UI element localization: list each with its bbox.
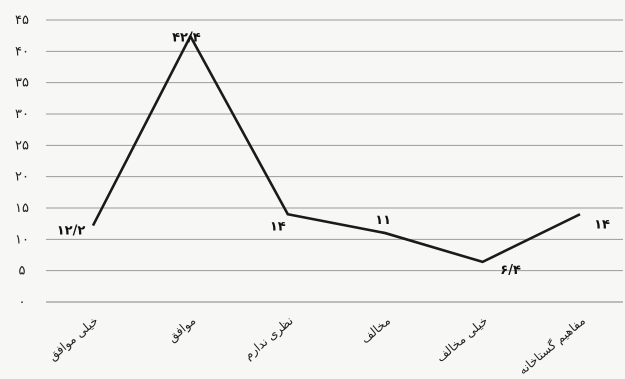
y-tick-label: ۱۵	[15, 201, 29, 216]
y-axis-ticks: ۰ ۵ ۱۰ ۱۵ ۲۰ ۲۵ ۳۰ ۳۵ ۴۰ ۴۵	[15, 13, 29, 310]
x-category-label: نظری ندارم	[241, 314, 296, 364]
x-category-label: موافق	[165, 314, 199, 346]
y-tick-label: ۰	[19, 295, 26, 310]
grid	[46, 19, 623, 303]
x-category-label: مفاهیم گستاخانه	[516, 314, 588, 378]
data-label: ۱۴	[270, 219, 286, 234]
y-tick-label: ۵	[19, 264, 26, 279]
x-category-label: خیلی مخالف	[433, 314, 490, 365]
data-label: ۱۴	[594, 217, 610, 232]
y-tick-label: ۴۰	[15, 44, 29, 59]
data-label: ۶/۴	[500, 263, 521, 278]
data-label: ۱۱	[375, 213, 391, 228]
y-tick-label: ۲۵	[15, 138, 29, 153]
series-line	[91, 33, 581, 264]
y-tick-label: ۴۵	[15, 13, 29, 28]
x-axis-categories: خیلی موافق موافق نظری ندارم مخالف خیلی مخالف…	[46, 314, 588, 378]
y-tick-label: ۳۰	[15, 107, 29, 122]
y-tick-label: ۱۰	[15, 232, 29, 247]
x-category-label: خیلی موافق	[46, 314, 102, 364]
y-tick-label: ۲۰	[15, 170, 29, 185]
x-category-label: مخالف	[358, 314, 393, 347]
data-label: ۴۲/۴	[172, 30, 201, 45]
series	[91, 33, 581, 264]
data-labels: ۱۲/۲ ۴۲/۴ ۱۴ ۱۱ ۶/۴ ۱۴	[57, 30, 610, 278]
data-label: ۱۲/۲	[57, 224, 86, 239]
y-tick-label: ۳۵	[15, 76, 29, 91]
